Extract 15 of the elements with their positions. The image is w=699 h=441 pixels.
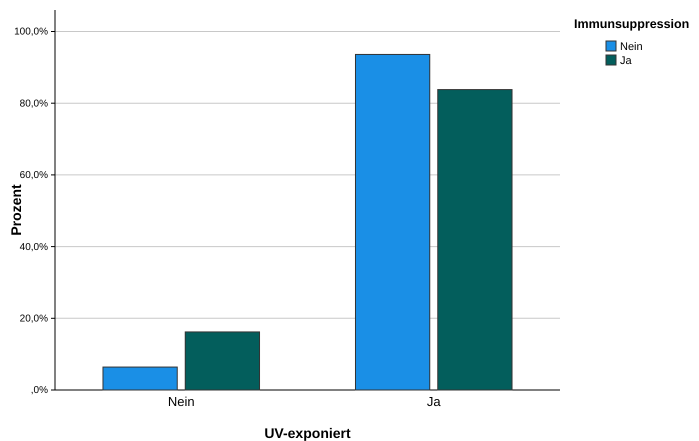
- bar: [102, 366, 178, 390]
- x-axis-title: UV-exponiert: [264, 425, 352, 441]
- y-tick-label: 20,0%: [20, 314, 48, 324]
- bar: [437, 89, 513, 390]
- y-axis-title: Prozent: [8, 184, 24, 236]
- bar: [354, 54, 430, 390]
- y-tick-label: 80,0%: [20, 98, 48, 110]
- y-tick-label: 40,0%: [20, 242, 48, 253]
- legend-title: Immunsuppression: [574, 17, 690, 31]
- y-tick-label: ,0%: [30, 385, 48, 396]
- y-tick-label: 60,0%: [20, 170, 48, 182]
- legend-label: Nein: [620, 41, 643, 53]
- y-tick-label: 100,0%: [14, 26, 48, 38]
- bar: [184, 331, 260, 390]
- legend-label: Ja: [620, 55, 632, 67]
